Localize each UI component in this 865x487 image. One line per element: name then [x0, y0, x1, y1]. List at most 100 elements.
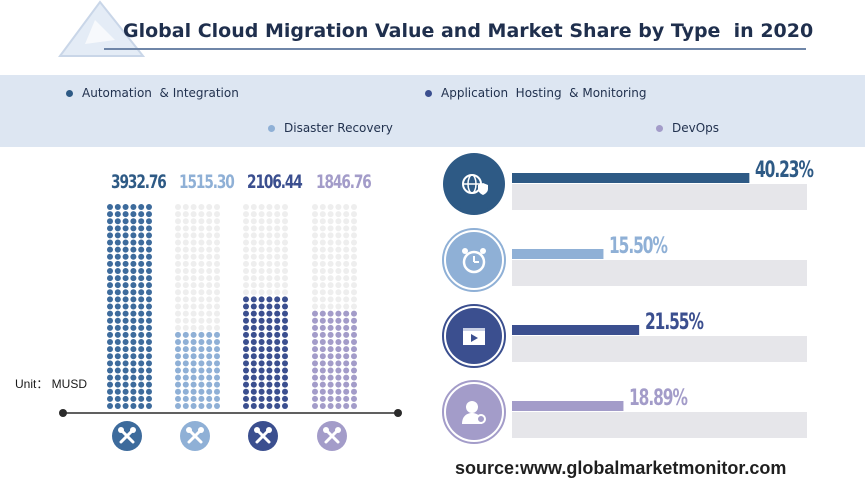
bar-dot [190, 353, 197, 360]
empty-dot [175, 204, 181, 210]
bar-dot [282, 296, 288, 303]
legend-item-app-hosting: Application Hosting & Monitoring [425, 86, 647, 100]
empty-dot [198, 289, 205, 296]
empty-dot [282, 218, 288, 225]
bar-dot [258, 374, 265, 381]
empty-dot [190, 260, 197, 267]
bar-dot [122, 218, 129, 225]
empty-dot [206, 204, 213, 210]
bar-dot [282, 324, 288, 331]
bar-dot [175, 331, 181, 338]
empty-dot [312, 239, 318, 246]
empty-dot [351, 218, 357, 225]
bar-dot [266, 395, 273, 402]
bar-dot [122, 395, 129, 402]
bar-dot [122, 275, 129, 282]
bar-dot [146, 225, 152, 232]
empty-dot [250, 225, 257, 232]
bar-dot [138, 367, 145, 374]
bar-dot [146, 303, 152, 310]
bar-dot [206, 388, 213, 395]
bar-dot [266, 324, 273, 331]
empty-dot [266, 246, 273, 253]
bar-dot [138, 218, 145, 225]
empty-dot [258, 218, 265, 225]
bar-dot [250, 331, 257, 338]
empty-dot [182, 324, 189, 331]
bar-dot [214, 346, 220, 353]
empty-dot [343, 211, 350, 218]
bar-dot [146, 360, 152, 367]
empty-dot [327, 204, 334, 210]
empty-dot [343, 275, 350, 282]
bar-dot [146, 253, 152, 260]
bar-dot [182, 360, 189, 367]
bar-dot [182, 388, 189, 395]
bar-dot [107, 260, 113, 267]
bar-dot [282, 367, 288, 374]
bar-dot [206, 403, 213, 409]
bar-dot [175, 346, 181, 353]
empty-dot [335, 232, 342, 239]
bar-dot [274, 331, 281, 338]
bar-dot [175, 374, 181, 381]
empty-dot [319, 275, 326, 282]
bar-dot [114, 331, 121, 338]
empty-dot [343, 232, 350, 239]
bar-dot [175, 360, 181, 367]
bar-dot [114, 239, 121, 246]
empty-dot [243, 218, 249, 225]
bar-dot [198, 353, 205, 360]
empty-dot [282, 267, 288, 274]
bar-dot [351, 339, 357, 346]
bar-dot [198, 381, 205, 388]
empty-dot [182, 282, 189, 289]
bar-dot [114, 260, 121, 267]
alarm-clock-icon [442, 228, 506, 292]
empty-dot [351, 239, 357, 246]
bar-dot [114, 246, 121, 253]
bar-dot [258, 367, 265, 374]
bar-dot [206, 381, 213, 388]
share-bar-track [512, 184, 807, 210]
bar-dot [122, 374, 129, 381]
bar-dot [146, 282, 152, 289]
empty-dot [274, 246, 281, 253]
bar-dot [258, 403, 265, 409]
bar-dot [122, 246, 129, 253]
bar-dot [312, 360, 318, 367]
bar-dot [274, 381, 281, 388]
empty-dot [182, 204, 189, 210]
empty-dot [312, 275, 318, 282]
empty-dot [258, 211, 265, 218]
empty-dot [214, 267, 220, 274]
bar-dot [351, 395, 357, 402]
bar-dot [130, 211, 137, 218]
bar-dot [327, 353, 334, 360]
bar-dot [107, 204, 113, 210]
bar-dot [351, 353, 357, 360]
empty-dot [198, 267, 205, 274]
empty-dot [319, 239, 326, 246]
empty-dot [343, 253, 350, 260]
empty-dot [319, 218, 326, 225]
empty-dot [243, 232, 249, 239]
bar-dot [250, 395, 257, 402]
empty-dot [182, 211, 189, 218]
bar-dot [130, 339, 137, 346]
empty-dot [351, 211, 357, 218]
empty-dot [327, 282, 334, 289]
bar-dot [107, 310, 113, 317]
empty-dot [190, 317, 197, 324]
empty-dot [335, 303, 342, 310]
bar-dot [327, 331, 334, 338]
bar-dot [130, 282, 137, 289]
bar-dot [130, 388, 137, 395]
empty-dot [351, 232, 357, 239]
bar-dot [114, 225, 121, 232]
bar-dot [146, 211, 152, 218]
empty-dot [312, 289, 318, 296]
bar-dot [190, 395, 197, 402]
legend-label: Application Hosting & Monitoring [441, 86, 647, 100]
bar-dot [327, 339, 334, 346]
